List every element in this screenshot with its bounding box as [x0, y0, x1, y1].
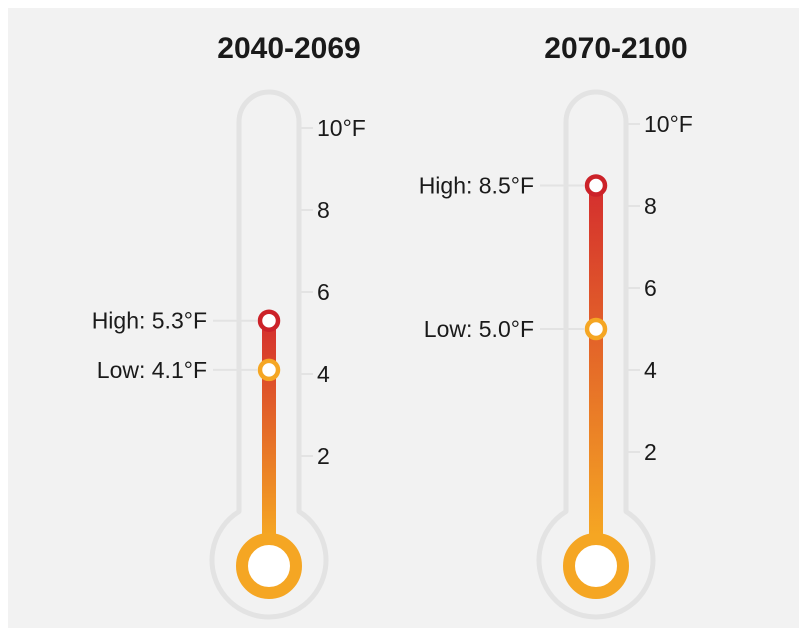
- thermometer-panel-2: 2070-2100 2 4 6 8 10°F Low: 5.0°F High: 8.5°F: [419, 32, 693, 620]
- tick-label: 8: [317, 197, 330, 223]
- tick-label: 4: [644, 357, 657, 383]
- tick-label: 6: [317, 279, 330, 305]
- tick-label: 2: [317, 443, 330, 469]
- high-label: High: 5.3°F: [92, 308, 207, 334]
- mercury-bar: [262, 320, 276, 535]
- low-marker: [257, 358, 281, 382]
- chart-background: [8, 8, 799, 628]
- low-marker: [584, 317, 608, 341]
- tick-label: 10°F: [644, 111, 693, 137]
- thermometer-outline: [536, 89, 656, 620]
- thermometer-outline: [209, 89, 329, 620]
- tick-label: 8: [644, 193, 657, 219]
- mercury-bulb-center: [582, 552, 610, 580]
- tick-label: 2: [644, 439, 657, 465]
- mercury-bar: [589, 185, 603, 535]
- high-marker: [257, 309, 281, 332]
- high-marker: [584, 174, 608, 197]
- tick-label: 6: [644, 275, 657, 301]
- tick-label: 4: [317, 361, 330, 387]
- mercury-bulb-center: [255, 552, 283, 580]
- panel-title: 2040-2069: [217, 32, 360, 65]
- high-label: High: 8.5°F: [419, 173, 534, 199]
- thermometer-panel-1: 2040-2069 2 4 6 8 10°F Low: 4.1°F High: 5.3°F: [92, 32, 366, 620]
- tick-label: 10°F: [317, 115, 366, 141]
- panel-title: 2070-2100: [544, 32, 687, 65]
- low-label: Low: 4.1°F: [97, 357, 207, 383]
- low-label: Low: 5.0°F: [424, 316, 534, 342]
